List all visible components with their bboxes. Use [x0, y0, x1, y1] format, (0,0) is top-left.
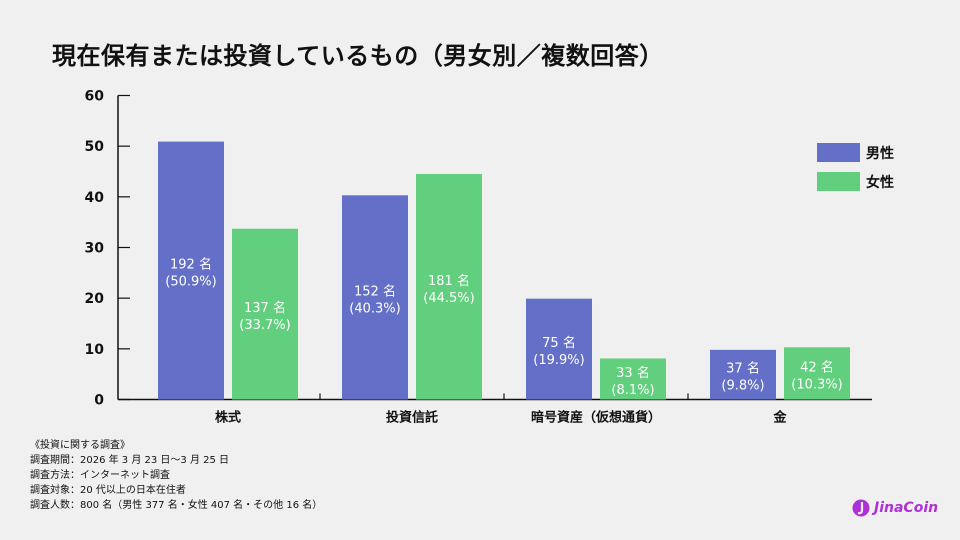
y-tick-label: 0: [94, 393, 104, 409]
y-tick-label: 30: [85, 241, 105, 257]
legend-label: 女性: [866, 174, 894, 191]
bar-male: [710, 349, 776, 400]
data-label: (44.5%): [423, 291, 474, 306]
note-count: 調査人数：800 名（男性 377 名・女性 407 名・その他 16 名）: [30, 500, 323, 511]
data-label: 137 名: [244, 300, 286, 316]
data-label: 37 名: [726, 361, 760, 377]
data-label: 42 名: [800, 359, 834, 375]
legend-swatch: [817, 172, 860, 191]
bar-female: [600, 358, 666, 400]
note-heading: 《投資に関する調査》: [30, 440, 130, 451]
bar-male: [526, 298, 592, 400]
data-label: 75 名: [542, 335, 576, 351]
x-tick-label: 金: [772, 410, 787, 426]
bar-male: [158, 141, 224, 400]
data-label: 192 名: [170, 257, 212, 273]
chart-title: 現在保有または投資しているもの（男女別／複数回答）: [52, 42, 664, 70]
note-period: 調査期間：2026 年 3 月 23 日〜3 月 25 日: [30, 455, 230, 466]
x-tick-label: 投資信託: [386, 410, 438, 426]
logo-text: JinaCoin: [874, 500, 939, 516]
bar-female: [784, 347, 850, 400]
note-method: 調査方法：インターネット調査: [30, 470, 170, 481]
legend-label: 男性: [866, 145, 894, 162]
data-label: (8.1%): [611, 383, 654, 398]
data-label: 33 名: [616, 365, 650, 381]
y-tick-label: 10: [85, 342, 105, 358]
data-label: 181 名: [428, 273, 470, 289]
note-target: 調査対象：20 代以上の日本在住者: [30, 485, 186, 496]
data-label: (10.3%): [791, 377, 842, 392]
bar-male: [342, 195, 408, 400]
y-tick-label: 20: [85, 291, 105, 307]
logo: JinaCoin: [852, 499, 938, 517]
data-label: 152 名: [354, 283, 396, 299]
bar-female: [416, 174, 482, 400]
x-tick-label: 暗号資産（仮想通貨）: [531, 410, 661, 426]
y-tick-label: 60: [85, 89, 105, 105]
data-label: (9.8%): [721, 379, 764, 394]
y-tick-label: 50: [85, 139, 105, 155]
data-label: (19.9%): [533, 353, 584, 368]
survey-notes: 《投資に関する調査》 調査期間：2026 年 3 月 23 日〜3 月 25 日…: [30, 438, 322, 513]
bar-female: [232, 228, 298, 400]
logo-mark-icon: [852, 499, 870, 517]
data-label: (40.3%): [349, 301, 400, 316]
x-tick-label: 株式: [215, 410, 241, 426]
legend-swatch: [817, 143, 860, 162]
data-label: (50.9%): [165, 275, 216, 290]
data-label: (33.7%): [239, 318, 290, 333]
y-tick-label: 40: [85, 190, 105, 206]
